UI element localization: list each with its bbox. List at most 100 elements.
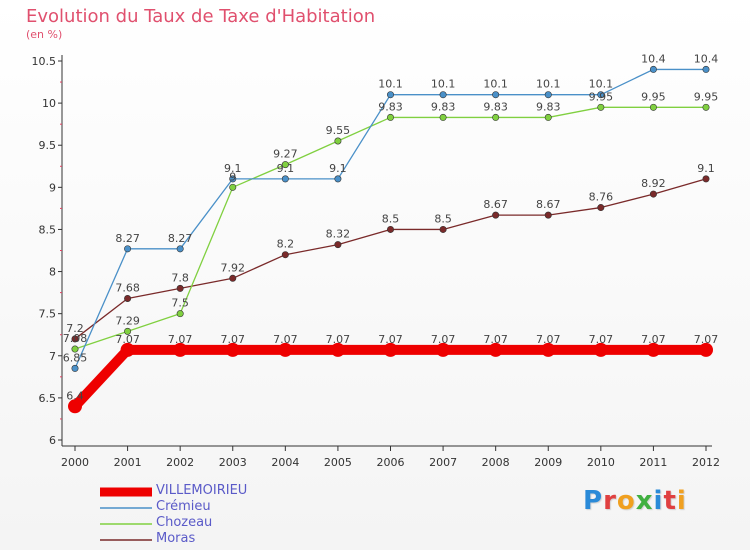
data-label: 9.1 xyxy=(224,162,242,175)
data-point xyxy=(597,204,605,212)
x-tick-label: 2005 xyxy=(324,456,352,469)
data-point xyxy=(281,161,289,169)
data-point xyxy=(330,342,345,357)
data-point xyxy=(124,327,132,335)
y-tick-label: 8.5 xyxy=(39,223,57,236)
x-tick-label: 2006 xyxy=(377,456,405,469)
data-point xyxy=(229,175,237,183)
data-label: 9.83 xyxy=(483,100,508,113)
data-label: 8.67 xyxy=(536,198,561,211)
data-label: 8.92 xyxy=(641,177,666,190)
y-tick-label: 7.5 xyxy=(39,308,57,321)
data-label: 7.08 xyxy=(63,332,88,345)
data-point xyxy=(278,342,293,357)
data-point xyxy=(702,65,710,73)
data-label: 8.27 xyxy=(115,232,140,245)
data-label: 8.5 xyxy=(434,212,452,225)
data-label: 10.1 xyxy=(378,78,403,91)
data-point xyxy=(649,65,657,73)
legend-swatch xyxy=(100,539,152,541)
data-point xyxy=(281,251,289,259)
data-label: 7.2 xyxy=(66,322,84,335)
logo-letter: x xyxy=(635,486,654,516)
data-point xyxy=(334,175,342,183)
x-tick-label: 2007 xyxy=(429,456,457,469)
data-label: 10.1 xyxy=(589,78,614,91)
data-label: 7.07 xyxy=(483,333,508,346)
data-point xyxy=(544,211,552,219)
x-tick-label: 2000 xyxy=(61,456,89,469)
y-tick-label: 6 xyxy=(49,434,56,447)
logo-letter: i xyxy=(676,486,687,516)
data-label: 7.07 xyxy=(168,333,193,346)
data-point xyxy=(649,190,657,198)
data-label: 7.07 xyxy=(326,333,351,346)
y-tick-label: 8 xyxy=(49,266,56,279)
data-point xyxy=(488,342,503,357)
legend-swatch xyxy=(100,507,152,509)
series-line-0 xyxy=(71,344,706,410)
data-label: 8.32 xyxy=(326,228,351,241)
data-label: 8.76 xyxy=(589,191,614,204)
y-tick-label: 7 xyxy=(49,350,56,363)
data-point xyxy=(436,342,451,357)
logo-letter: r xyxy=(603,486,617,516)
x-tick-label: 2008 xyxy=(482,456,510,469)
data-point xyxy=(541,342,556,357)
y-tick-label: 6.5 xyxy=(39,392,57,405)
data-label: 10.1 xyxy=(483,78,508,91)
data-point xyxy=(439,91,447,99)
x-tick-label: 2001 xyxy=(114,456,142,469)
data-point xyxy=(71,364,79,372)
x-tick-label: 2009 xyxy=(534,456,562,469)
legend-label: VILLEMOIRIEU xyxy=(156,483,248,498)
x-tick-label: 2011 xyxy=(639,456,667,469)
data-label: 7.07 xyxy=(694,333,719,346)
data-label: 7.07 xyxy=(536,333,561,346)
data-label: 10.1 xyxy=(536,78,561,91)
data-point xyxy=(71,345,79,353)
data-label: 8.67 xyxy=(483,198,508,211)
data-point xyxy=(334,241,342,249)
data-point xyxy=(229,274,237,282)
logo-letter: o xyxy=(616,486,636,516)
data-point xyxy=(492,211,500,219)
data-label: 6.4 xyxy=(66,389,84,402)
data-label: 9 xyxy=(229,170,236,183)
data-label: 9.1 xyxy=(329,162,347,175)
data-point xyxy=(702,103,710,111)
y-tick-label: 9 xyxy=(49,181,56,194)
data-point xyxy=(649,103,657,111)
y-tick-label: 10 xyxy=(42,97,56,110)
chart-subtitle: (en %) xyxy=(26,28,63,41)
data-label: 10.4 xyxy=(641,52,666,65)
data-point xyxy=(646,342,661,357)
data-point xyxy=(544,91,552,99)
data-point xyxy=(439,113,447,121)
data-label: 10.4 xyxy=(694,52,719,65)
data-point xyxy=(124,295,132,303)
x-tick-label: 2003 xyxy=(219,456,247,469)
data-point xyxy=(176,245,184,253)
data-point xyxy=(120,342,135,357)
data-label: 9.83 xyxy=(431,100,456,113)
data-label: 7.07 xyxy=(115,333,140,346)
data-label: 7.07 xyxy=(378,333,403,346)
data-point xyxy=(544,113,552,121)
data-label: 7.07 xyxy=(431,333,456,346)
data-point xyxy=(386,225,394,233)
proxiti-logo: Proxiti xyxy=(583,486,687,516)
legend-swatch xyxy=(100,487,152,497)
y-tick-label: 10.5 xyxy=(32,55,57,68)
data-point xyxy=(386,113,394,121)
data-point xyxy=(176,284,184,292)
data-point xyxy=(597,91,605,99)
legend-label: Crémieu xyxy=(156,499,211,514)
data-label: 9.27 xyxy=(273,148,298,161)
data-point xyxy=(281,175,289,183)
data-point xyxy=(383,342,398,357)
data-label: 8.27 xyxy=(168,232,193,245)
data-label: 7.5 xyxy=(171,297,189,310)
